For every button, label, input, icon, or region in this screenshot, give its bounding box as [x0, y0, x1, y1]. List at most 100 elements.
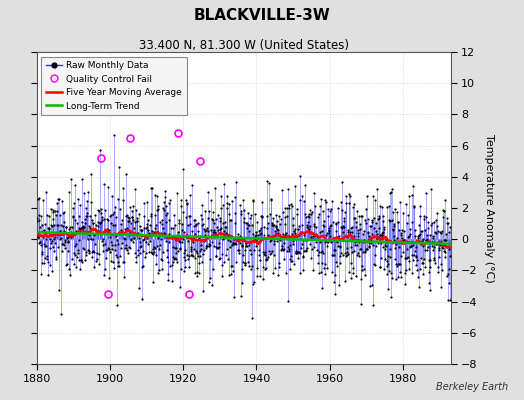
Point — [230, 236, 238, 242]
Point — [242, 219, 250, 226]
Point — [356, 246, 364, 253]
Point — [299, 237, 308, 244]
Point — [333, 263, 342, 269]
Point — [394, 274, 402, 280]
Point — [302, 214, 310, 220]
Point — [93, 227, 101, 234]
Point — [55, 287, 63, 293]
Point — [389, 226, 397, 232]
Point — [146, 232, 154, 238]
Point — [408, 191, 416, 198]
Point — [63, 235, 71, 241]
Point — [303, 224, 311, 230]
Point — [292, 250, 300, 256]
Point — [202, 226, 210, 233]
Point — [414, 283, 423, 290]
Point — [223, 200, 232, 206]
Point — [399, 237, 408, 243]
Point — [194, 228, 202, 234]
Point — [311, 202, 320, 209]
Point — [65, 226, 73, 232]
Point — [222, 230, 230, 236]
Point — [236, 202, 245, 208]
Point — [266, 236, 275, 243]
Point — [416, 231, 424, 237]
Point — [281, 232, 289, 238]
Point — [129, 231, 137, 238]
Point — [103, 247, 111, 253]
Point — [380, 245, 389, 252]
Point — [335, 282, 343, 288]
Point — [346, 192, 354, 199]
Point — [292, 250, 301, 257]
Point — [405, 233, 413, 239]
Point — [134, 247, 143, 253]
Point — [83, 209, 91, 216]
Point — [116, 231, 124, 238]
Point — [356, 221, 365, 228]
Point — [269, 252, 278, 258]
Point — [124, 250, 133, 256]
Point — [314, 211, 323, 217]
Point — [268, 248, 276, 254]
Point — [423, 247, 431, 253]
Point — [431, 240, 440, 247]
Point — [126, 204, 134, 210]
Point — [218, 273, 226, 280]
Point — [174, 228, 182, 235]
Point — [429, 233, 438, 240]
Point — [268, 222, 277, 228]
Point — [401, 201, 410, 208]
Point — [210, 226, 218, 233]
Point — [51, 254, 60, 260]
Point — [282, 213, 291, 219]
Point — [216, 218, 224, 224]
Point — [412, 252, 420, 259]
Point — [273, 226, 281, 232]
Point — [340, 218, 348, 224]
Point — [400, 238, 409, 245]
Point — [88, 249, 96, 256]
Point — [78, 224, 86, 230]
Point — [76, 265, 84, 272]
Point — [276, 235, 285, 242]
Point — [246, 215, 254, 221]
Point — [183, 252, 191, 258]
Point — [357, 213, 365, 220]
Point — [180, 229, 188, 235]
Point — [329, 219, 337, 226]
Point — [420, 213, 428, 219]
Point — [298, 222, 306, 228]
Point — [410, 252, 419, 258]
Point — [101, 207, 110, 214]
Point — [207, 197, 215, 204]
Point — [274, 231, 282, 238]
Point — [50, 236, 58, 243]
Point — [429, 246, 437, 253]
Point — [348, 204, 357, 210]
Point — [243, 219, 251, 226]
Point — [444, 270, 452, 277]
Point — [265, 180, 274, 186]
Point — [327, 206, 335, 212]
Point — [208, 216, 216, 222]
Point — [83, 189, 92, 195]
Point — [170, 254, 179, 261]
Point — [421, 214, 430, 220]
Point — [86, 230, 95, 237]
Point — [301, 181, 310, 188]
Point — [60, 228, 68, 234]
Point — [245, 228, 253, 234]
Point — [200, 238, 208, 244]
Point — [78, 176, 86, 182]
Point — [298, 254, 307, 260]
Point — [241, 262, 249, 268]
Point — [43, 256, 51, 262]
Point — [61, 238, 70, 245]
Point — [372, 228, 380, 234]
Point — [382, 238, 390, 245]
Point — [330, 252, 338, 258]
Point — [103, 226, 112, 233]
Point — [49, 209, 58, 216]
Point — [307, 210, 315, 217]
